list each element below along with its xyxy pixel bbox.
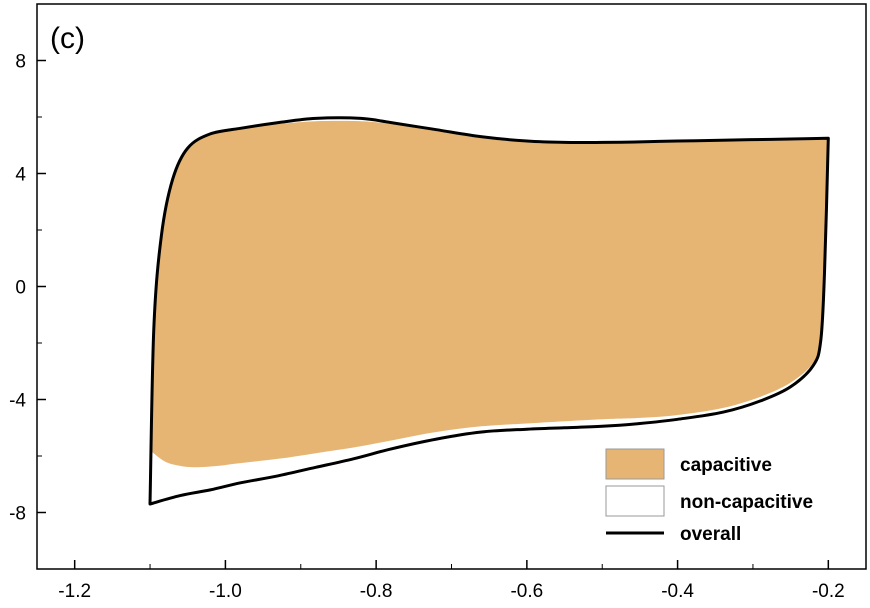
y-tick-label: 8 — [15, 52, 26, 73]
x-axis-ticks: -1.2 -1.0 -0.8 -0.6 -0.4 -0.2 — [58, 560, 845, 602]
y-tick-label: -4 — [9, 391, 26, 412]
y-tick-label: -8 — [9, 504, 26, 525]
y-tick-label: 0 — [15, 278, 26, 299]
legend: capacitive non-capacitive overall — [605, 448, 813, 545]
x-tick-label: -1.2 — [58, 581, 91, 602]
x-tick-label: -0.4 — [661, 581, 694, 602]
legend-swatch-capacitive — [605, 448, 665, 480]
legend-swatch-non-capacitive — [605, 485, 665, 517]
legend-label-overall: overall — [680, 524, 741, 545]
x-tick-label: -0.2 — [812, 581, 845, 602]
y-tick-label: 4 — [15, 165, 26, 186]
legend-label-capacitive: capacitive — [680, 455, 772, 476]
legend-label-non-capacitive: non-capacitive — [680, 492, 813, 513]
overall-curve — [148, 116, 830, 506]
y-axis-ticks: 8 4 0 -4 -8 — [9, 3, 46, 570]
panel-label: (c) — [50, 22, 85, 55]
x-tick-label: -1.0 — [209, 581, 242, 602]
x-tick-label: -0.6 — [510, 581, 543, 602]
x-tick-label: -0.8 — [360, 581, 393, 602]
capacitive-area — [150, 120, 829, 468]
